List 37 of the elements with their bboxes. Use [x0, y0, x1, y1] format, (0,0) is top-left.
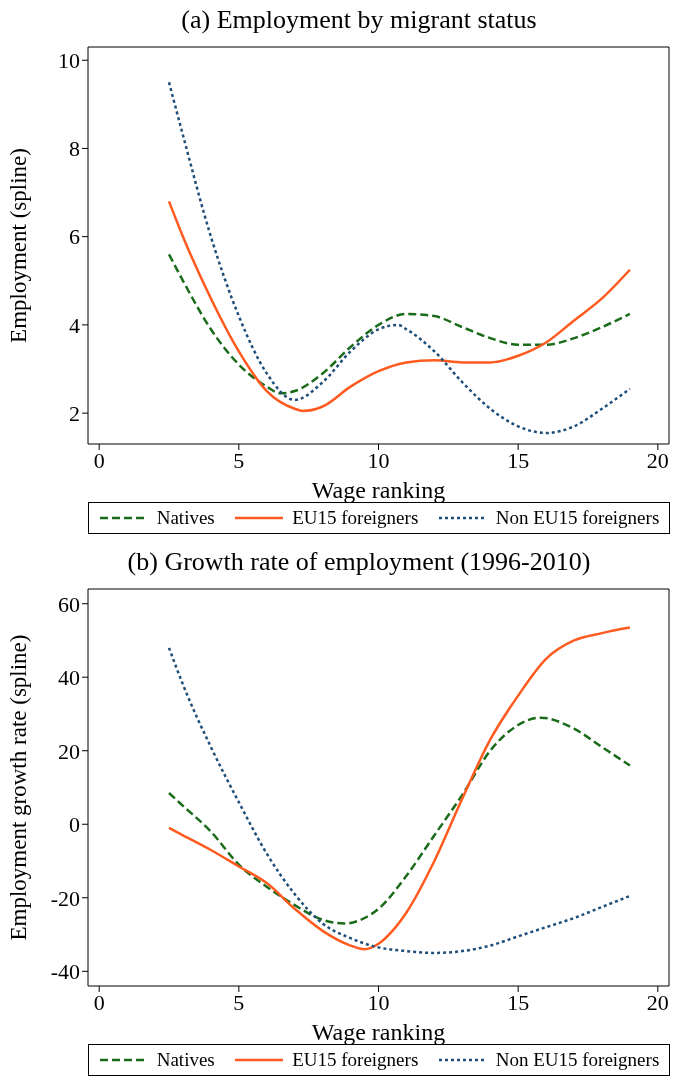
- legend-label: EU15 foreigners: [292, 507, 419, 529]
- x-tick-label: 10: [367, 989, 390, 1015]
- legend-label: Natives: [156, 507, 215, 529]
- legend-label: Non EU15 foreigners: [495, 507, 660, 529]
- x-tick-label: 10: [367, 447, 390, 473]
- legend-label: EU15 foreigners: [292, 1049, 419, 1071]
- y-tick-label: 4: [69, 312, 80, 338]
- x-tick-label: 20: [646, 989, 669, 1015]
- y-axis-title: Employment growth rate (spline): [6, 634, 32, 941]
- y-tick-label: 20: [58, 738, 80, 764]
- y-axis-title: Employment (spline): [6, 148, 32, 343]
- y-tick-label: 10: [58, 48, 80, 74]
- y-tick-label: 2: [69, 400, 80, 426]
- line-series: [167, 253, 632, 395]
- y-tick-label: -40: [50, 959, 80, 985]
- line-series: [167, 200, 632, 413]
- y-tick-label: 6: [69, 224, 80, 250]
- chart-title: (a) Employment by migrant status: [180, 4, 538, 36]
- x-axis-title: Wage ranking: [311, 1019, 446, 1045]
- y-tick-label: 40: [58, 665, 80, 691]
- x-tick-label: 0: [93, 447, 105, 473]
- legend-label: Natives: [156, 1049, 215, 1071]
- line-series: [167, 81, 632, 435]
- x-tick-label: 5: [233, 989, 245, 1015]
- x-tick-label: 15: [507, 989, 530, 1015]
- y-tick-label: 0: [69, 812, 80, 838]
- y-tick-label: 8: [69, 136, 80, 162]
- x-tick-label: 15: [507, 447, 530, 473]
- y-tick-label: -20: [50, 885, 80, 911]
- x-tick-label: 0: [93, 989, 105, 1015]
- legend-label: Non EU15 foreigners: [495, 1049, 660, 1071]
- x-axis-title: Wage ranking: [311, 477, 446, 503]
- line-series: [167, 716, 632, 925]
- x-tick-label: 5: [233, 447, 245, 473]
- x-tick-label: 20: [646, 447, 669, 473]
- y-tick-label: 60: [58, 591, 80, 617]
- chart-title: (b) Growth rate of employment (1996-2010): [126, 546, 592, 578]
